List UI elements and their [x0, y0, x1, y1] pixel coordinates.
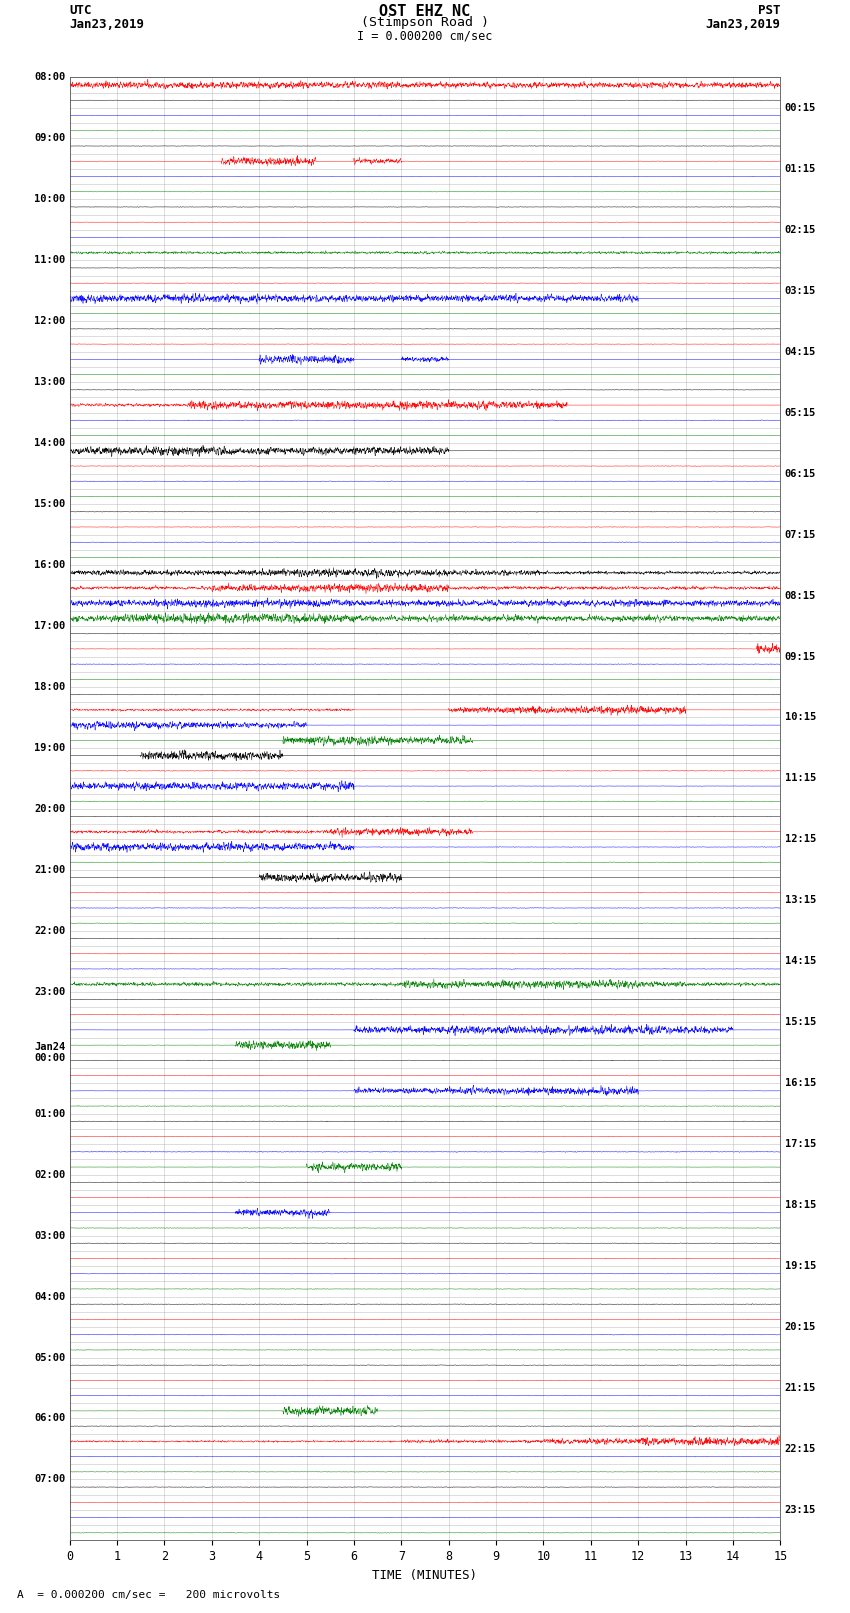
Text: 14:15: 14:15 — [785, 957, 816, 966]
Text: 16:00: 16:00 — [34, 560, 65, 569]
Text: 19:15: 19:15 — [785, 1261, 816, 1271]
Text: 19:00: 19:00 — [34, 744, 65, 753]
Text: 07:15: 07:15 — [785, 529, 816, 540]
Text: 13:00: 13:00 — [34, 377, 65, 387]
Text: UTC: UTC — [70, 5, 92, 18]
Text: 15:00: 15:00 — [34, 498, 65, 510]
Text: 23:15: 23:15 — [785, 1505, 816, 1515]
Text: 03:15: 03:15 — [785, 286, 816, 295]
Text: 01:15: 01:15 — [785, 165, 816, 174]
Text: 05:00: 05:00 — [34, 1353, 65, 1363]
Text: 07:00: 07:00 — [34, 1474, 65, 1484]
Text: PST: PST — [758, 5, 780, 18]
Text: 03:00: 03:00 — [34, 1231, 65, 1240]
Text: Jan23,2019: Jan23,2019 — [706, 18, 780, 31]
Text: 04:15: 04:15 — [785, 347, 816, 356]
Text: Jan23,2019: Jan23,2019 — [70, 18, 144, 31]
Text: 04:00: 04:00 — [34, 1292, 65, 1302]
Text: 22:00: 22:00 — [34, 926, 65, 936]
Text: OST EHZ NC: OST EHZ NC — [379, 5, 471, 19]
Text: 00:15: 00:15 — [785, 103, 816, 113]
Text: 21:15: 21:15 — [785, 1382, 816, 1394]
Text: 01:00: 01:00 — [34, 1108, 65, 1119]
Text: (Stimpson Road ): (Stimpson Road ) — [361, 16, 489, 29]
Text: 20:00: 20:00 — [34, 803, 65, 815]
Text: 22:15: 22:15 — [785, 1444, 816, 1453]
Text: 10:15: 10:15 — [785, 713, 816, 723]
Text: 13:15: 13:15 — [785, 895, 816, 905]
Text: 21:00: 21:00 — [34, 865, 65, 874]
Text: 12:15: 12:15 — [785, 834, 816, 844]
Text: 11:00: 11:00 — [34, 255, 65, 265]
Text: Jan24
00:00: Jan24 00:00 — [34, 1042, 65, 1063]
Text: 18:00: 18:00 — [34, 682, 65, 692]
Text: A  = 0.000200 cm/sec =   200 microvolts: A = 0.000200 cm/sec = 200 microvolts — [17, 1590, 280, 1600]
Text: 16:15: 16:15 — [785, 1077, 816, 1089]
Text: 11:15: 11:15 — [785, 774, 816, 784]
Text: 05:15: 05:15 — [785, 408, 816, 418]
Text: 02:15: 02:15 — [785, 224, 816, 235]
Text: 09:00: 09:00 — [34, 134, 65, 144]
Text: 15:15: 15:15 — [785, 1018, 816, 1027]
Text: 10:00: 10:00 — [34, 194, 65, 205]
Text: 08:15: 08:15 — [785, 590, 816, 600]
Text: 17:15: 17:15 — [785, 1139, 816, 1148]
Text: 17:00: 17:00 — [34, 621, 65, 631]
Text: 14:00: 14:00 — [34, 439, 65, 448]
Text: 12:00: 12:00 — [34, 316, 65, 326]
Text: 09:15: 09:15 — [785, 652, 816, 661]
Text: 08:00: 08:00 — [34, 73, 65, 82]
Text: 18:15: 18:15 — [785, 1200, 816, 1210]
Text: 06:15: 06:15 — [785, 469, 816, 479]
Text: 20:15: 20:15 — [785, 1323, 816, 1332]
X-axis label: TIME (MINUTES): TIME (MINUTES) — [372, 1569, 478, 1582]
Text: I = 0.000200 cm/sec: I = 0.000200 cm/sec — [357, 29, 493, 42]
Text: 02:00: 02:00 — [34, 1169, 65, 1179]
Text: 23:00: 23:00 — [34, 987, 65, 997]
Text: 06:00: 06:00 — [34, 1413, 65, 1424]
